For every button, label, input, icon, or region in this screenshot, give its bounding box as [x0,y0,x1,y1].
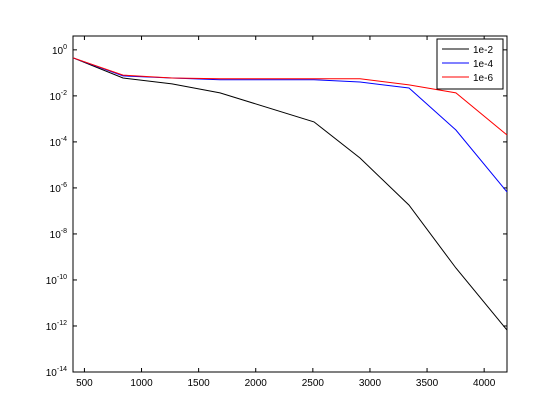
y-tick-label: 10-6 [50,182,67,195]
y-tick-label: 10-2 [50,90,67,103]
series-line [72,57,508,136]
plot-area [72,35,508,373]
x-tick-label: 3500 [416,378,439,389]
y-tick-label: 10-12 [46,320,67,333]
legend-label: 1e-2 [473,45,493,56]
x-tick-label: 4000 [473,378,496,389]
legend-label: 1e-6 [473,73,493,84]
x-tick-label: 2500 [302,378,325,389]
x-tick-label: 2000 [245,378,268,389]
y-tick-label: 100 [52,44,67,57]
series-line [72,57,508,193]
x-tick-label: 1000 [130,378,153,389]
legend-box [436,38,504,90]
y-tick-label: 10-14 [46,366,67,379]
legend-label: 1e-4 [473,59,493,70]
y-tick-label: 10-4 [50,136,67,149]
series-line [72,57,508,331]
x-tick-label: 1500 [188,378,211,389]
x-tick-label: 3000 [359,378,382,389]
y-tick-label: 10-10 [46,274,67,287]
x-tick-label: 500 [76,378,93,389]
y-tick-label: 10-8 [50,228,67,241]
